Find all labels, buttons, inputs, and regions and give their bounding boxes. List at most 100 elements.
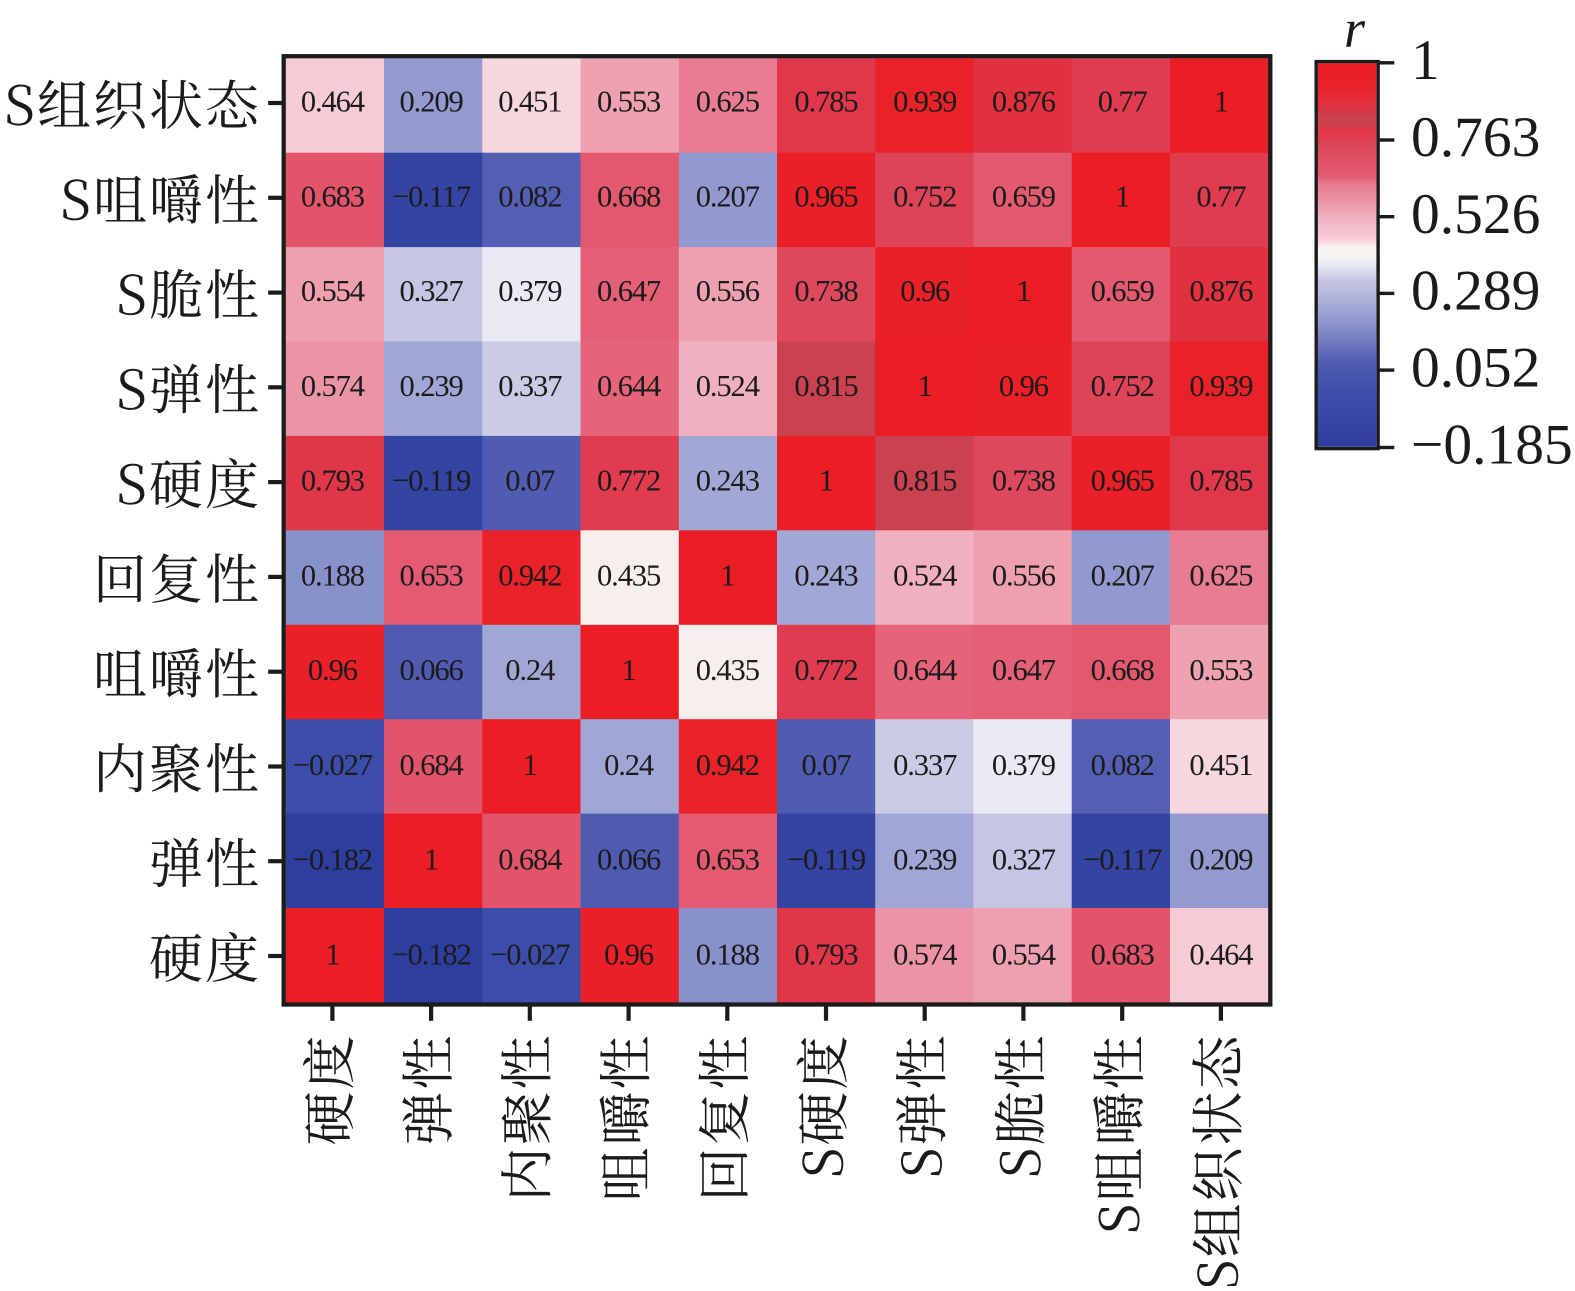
svg-text:0.683: 0.683: [1091, 938, 1155, 972]
svg-text:0.772: 0.772: [597, 464, 660, 498]
svg-text:r: r: [1344, 0, 1366, 59]
svg-text:0.337: 0.337: [893, 748, 957, 782]
svg-text:−0.119: −0.119: [787, 843, 865, 877]
svg-text:1: 1: [424, 843, 438, 877]
svg-text:0.209: 0.209: [400, 85, 463, 119]
svg-text:0.876: 0.876: [1189, 274, 1253, 308]
svg-text:−0.117: −0.117: [1083, 843, 1162, 877]
svg-text:0.77: 0.77: [1196, 179, 1246, 213]
svg-text:0.653: 0.653: [400, 558, 464, 592]
svg-text:0.684: 0.684: [498, 843, 562, 877]
svg-text:0.772: 0.772: [794, 653, 857, 687]
svg-text:0.553: 0.553: [1189, 653, 1253, 687]
svg-text:0.188: 0.188: [301, 558, 365, 592]
svg-text:0.435: 0.435: [696, 653, 760, 687]
svg-text:0.451: 0.451: [1189, 748, 1252, 782]
svg-text:1: 1: [1115, 179, 1129, 213]
svg-text:0.965: 0.965: [794, 179, 858, 213]
svg-text:0.659: 0.659: [992, 179, 1055, 213]
svg-text:0.379: 0.379: [992, 748, 1055, 782]
svg-text:0.668: 0.668: [597, 179, 661, 213]
svg-text:0.939: 0.939: [893, 85, 956, 119]
svg-text:0.556: 0.556: [696, 274, 760, 308]
svg-text:−0.117: −0.117: [392, 179, 471, 213]
svg-text:0.644: 0.644: [597, 369, 661, 403]
svg-text:0.243: 0.243: [794, 558, 858, 592]
svg-text:−0.185: −0.185: [1411, 414, 1573, 477]
svg-text:0.556: 0.556: [992, 558, 1056, 592]
svg-text:0.96: 0.96: [900, 274, 950, 308]
svg-text:0.653: 0.653: [696, 843, 760, 877]
svg-text:0.815: 0.815: [893, 464, 957, 498]
svg-text:0.524: 0.524: [893, 558, 957, 592]
svg-text:0.553: 0.553: [597, 85, 661, 119]
svg-text:0.337: 0.337: [498, 369, 562, 403]
svg-text:1: 1: [325, 938, 339, 972]
svg-text:0.942: 0.942: [696, 748, 759, 782]
svg-text:0.793: 0.793: [301, 464, 365, 498]
svg-text:0.785: 0.785: [1189, 464, 1253, 498]
svg-text:0.435: 0.435: [597, 558, 661, 592]
svg-text:0.625: 0.625: [696, 85, 760, 119]
svg-text:−0.119: −0.119: [392, 464, 470, 498]
svg-text:0.96: 0.96: [999, 369, 1049, 403]
svg-text:0.683: 0.683: [301, 179, 365, 213]
svg-text:0.24: 0.24: [505, 653, 555, 687]
svg-text:1: 1: [720, 558, 734, 592]
svg-text:0.554: 0.554: [992, 938, 1056, 972]
svg-text:0.574: 0.574: [893, 938, 957, 972]
svg-text:0.327: 0.327: [992, 843, 1056, 877]
svg-text:1: 1: [1411, 29, 1440, 92]
svg-text:0.379: 0.379: [498, 274, 561, 308]
svg-text:0.24: 0.24: [604, 748, 654, 782]
svg-text:1: 1: [622, 653, 636, 687]
svg-text:0.942: 0.942: [498, 558, 561, 592]
svg-text:0.647: 0.647: [597, 274, 661, 308]
svg-text:0.752: 0.752: [1091, 369, 1154, 403]
svg-text:1: 1: [1016, 274, 1030, 308]
svg-text:0.554: 0.554: [301, 274, 365, 308]
svg-text:0.526: 0.526: [1411, 183, 1540, 246]
svg-text:0.752: 0.752: [893, 179, 956, 213]
svg-text:−0.182: −0.182: [293, 843, 372, 877]
svg-text:0.684: 0.684: [400, 748, 464, 782]
svg-text:1: 1: [918, 369, 932, 403]
svg-text:0.243: 0.243: [696, 464, 760, 498]
svg-text:0.07: 0.07: [802, 748, 852, 782]
svg-text:0.239: 0.239: [893, 843, 956, 877]
svg-text:1: 1: [819, 464, 833, 498]
svg-text:0.793: 0.793: [794, 938, 858, 972]
svg-text:0.574: 0.574: [301, 369, 365, 403]
svg-text:0.327: 0.327: [400, 274, 464, 308]
svg-text:0.052: 0.052: [1411, 336, 1540, 399]
svg-text:0.464: 0.464: [301, 85, 365, 119]
svg-text:0.96: 0.96: [604, 938, 654, 972]
svg-text:1: 1: [1214, 85, 1228, 119]
svg-text:−0.182: −0.182: [391, 938, 470, 972]
svg-text:0.289: 0.289: [1411, 260, 1540, 323]
svg-text:0.188: 0.188: [696, 938, 760, 972]
svg-text:0.763: 0.763: [1411, 106, 1540, 169]
svg-text:0.738: 0.738: [992, 464, 1056, 498]
svg-text:−0.027: −0.027: [490, 938, 570, 972]
svg-text:0.644: 0.644: [893, 653, 957, 687]
svg-text:0.96: 0.96: [308, 653, 358, 687]
svg-text:0.625: 0.625: [1189, 558, 1253, 592]
svg-text:0.668: 0.668: [1091, 653, 1155, 687]
svg-text:0.209: 0.209: [1189, 843, 1252, 877]
svg-text:0.239: 0.239: [400, 369, 463, 403]
svg-text:0.77: 0.77: [1098, 85, 1148, 119]
svg-text:0.738: 0.738: [794, 274, 858, 308]
svg-text:0.939: 0.939: [1189, 369, 1252, 403]
svg-text:0.659: 0.659: [1091, 274, 1154, 308]
svg-text:0.207: 0.207: [1091, 558, 1155, 592]
svg-text:0.066: 0.066: [597, 843, 661, 877]
svg-text:0.207: 0.207: [696, 179, 760, 213]
svg-text:0.965: 0.965: [1091, 464, 1155, 498]
svg-text:0.647: 0.647: [992, 653, 1056, 687]
svg-text:0.785: 0.785: [794, 85, 858, 119]
svg-text:0.451: 0.451: [498, 85, 561, 119]
svg-text:0.082: 0.082: [498, 179, 561, 213]
svg-text:0.07: 0.07: [505, 464, 555, 498]
svg-text:0.815: 0.815: [794, 369, 858, 403]
